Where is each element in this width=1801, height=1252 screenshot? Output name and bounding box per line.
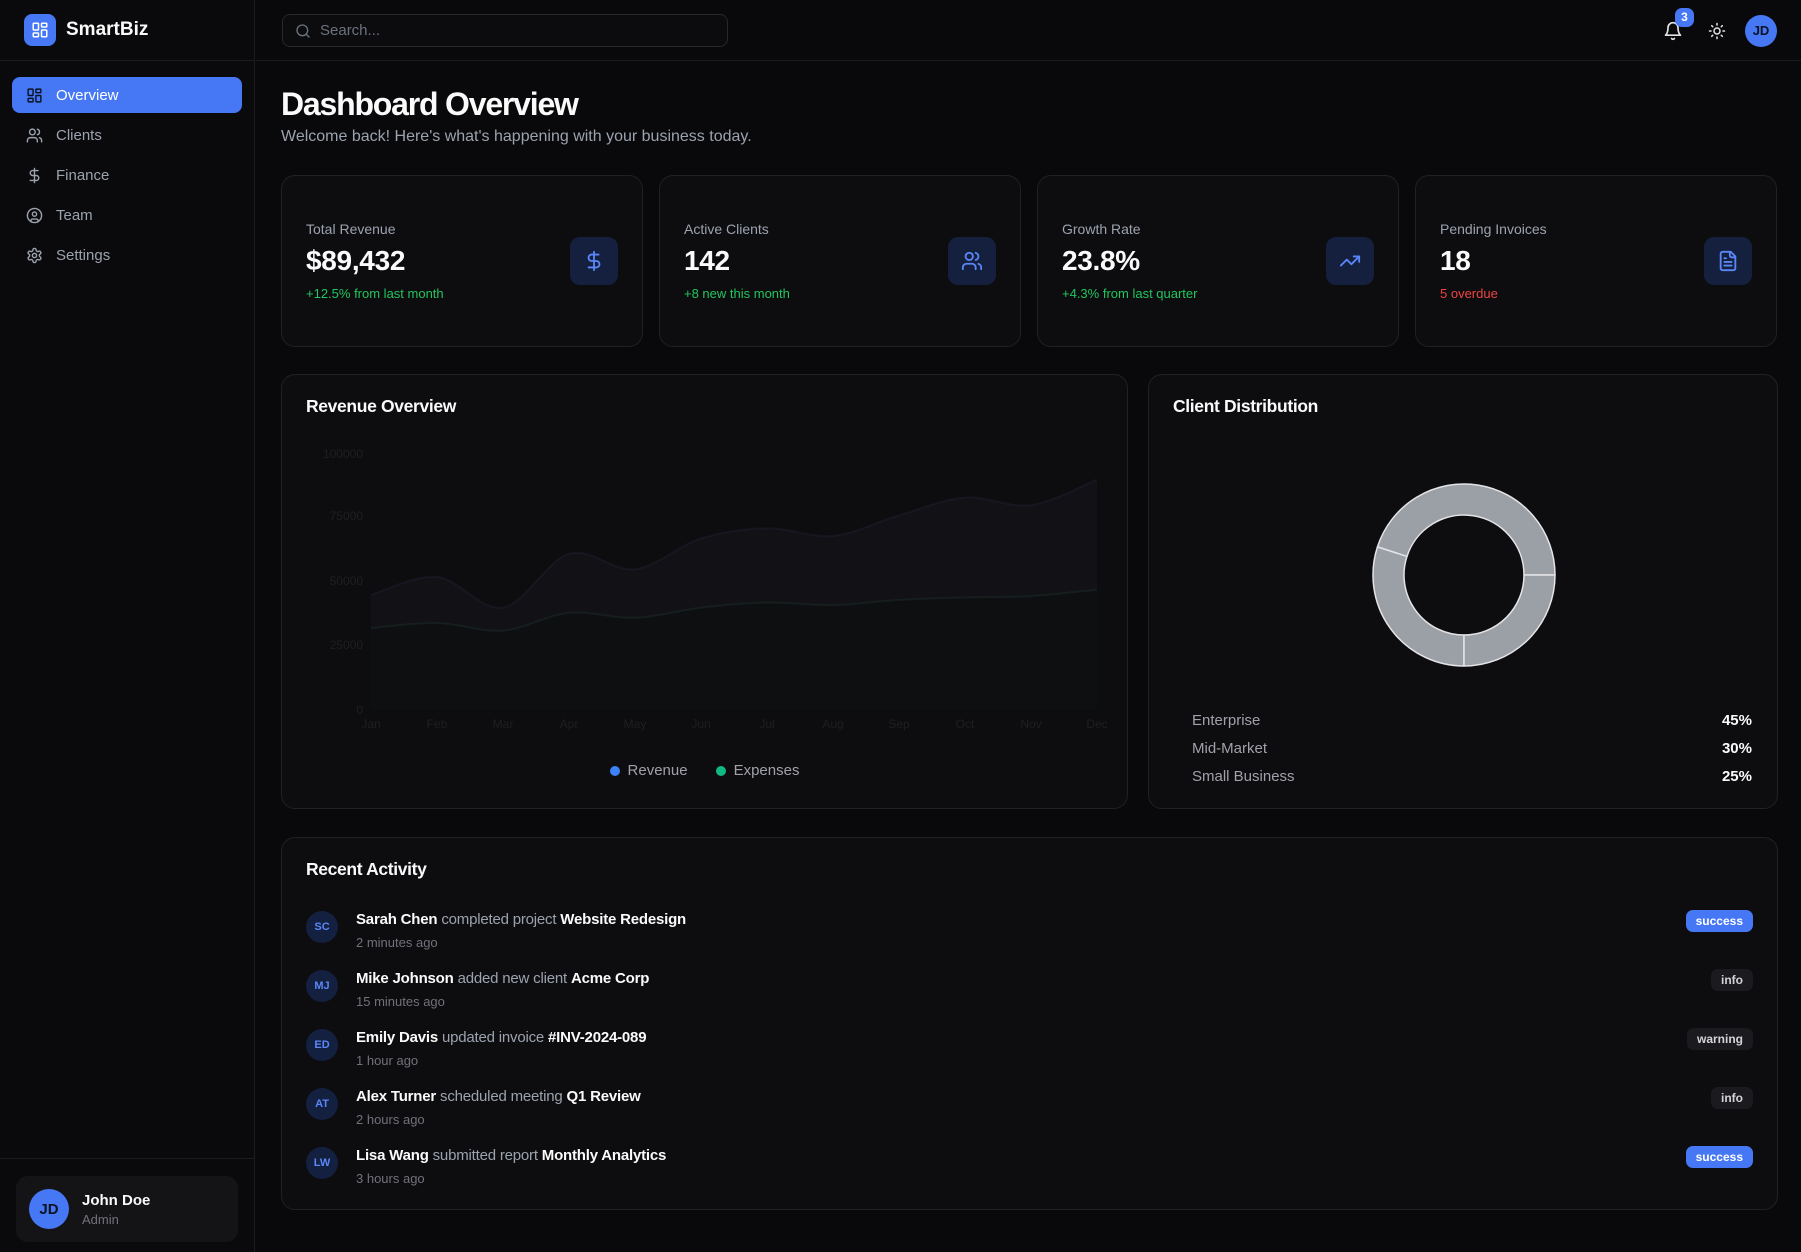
svg-text:Sep: Sep — [888, 717, 910, 731]
svg-text:Oct: Oct — [956, 717, 975, 731]
svg-text:Dec: Dec — [1086, 717, 1107, 731]
svg-text:Apr: Apr — [560, 717, 579, 731]
svg-text:0: 0 — [356, 703, 363, 717]
svg-text:Feb: Feb — [427, 717, 448, 731]
svg-text:25000: 25000 — [330, 638, 364, 652]
svg-text:50000: 50000 — [330, 574, 364, 588]
svg-text:Mar: Mar — [493, 717, 514, 731]
svg-text:May: May — [624, 717, 647, 731]
svg-text:100000: 100000 — [323, 447, 363, 461]
svg-text:Jun: Jun — [691, 717, 710, 731]
svg-text:Nov: Nov — [1020, 717, 1041, 731]
svg-text:75000: 75000 — [330, 509, 364, 523]
svg-text:Jan: Jan — [361, 717, 380, 731]
svg-text:Aug: Aug — [822, 717, 843, 731]
svg-text:Jul: Jul — [759, 717, 774, 731]
